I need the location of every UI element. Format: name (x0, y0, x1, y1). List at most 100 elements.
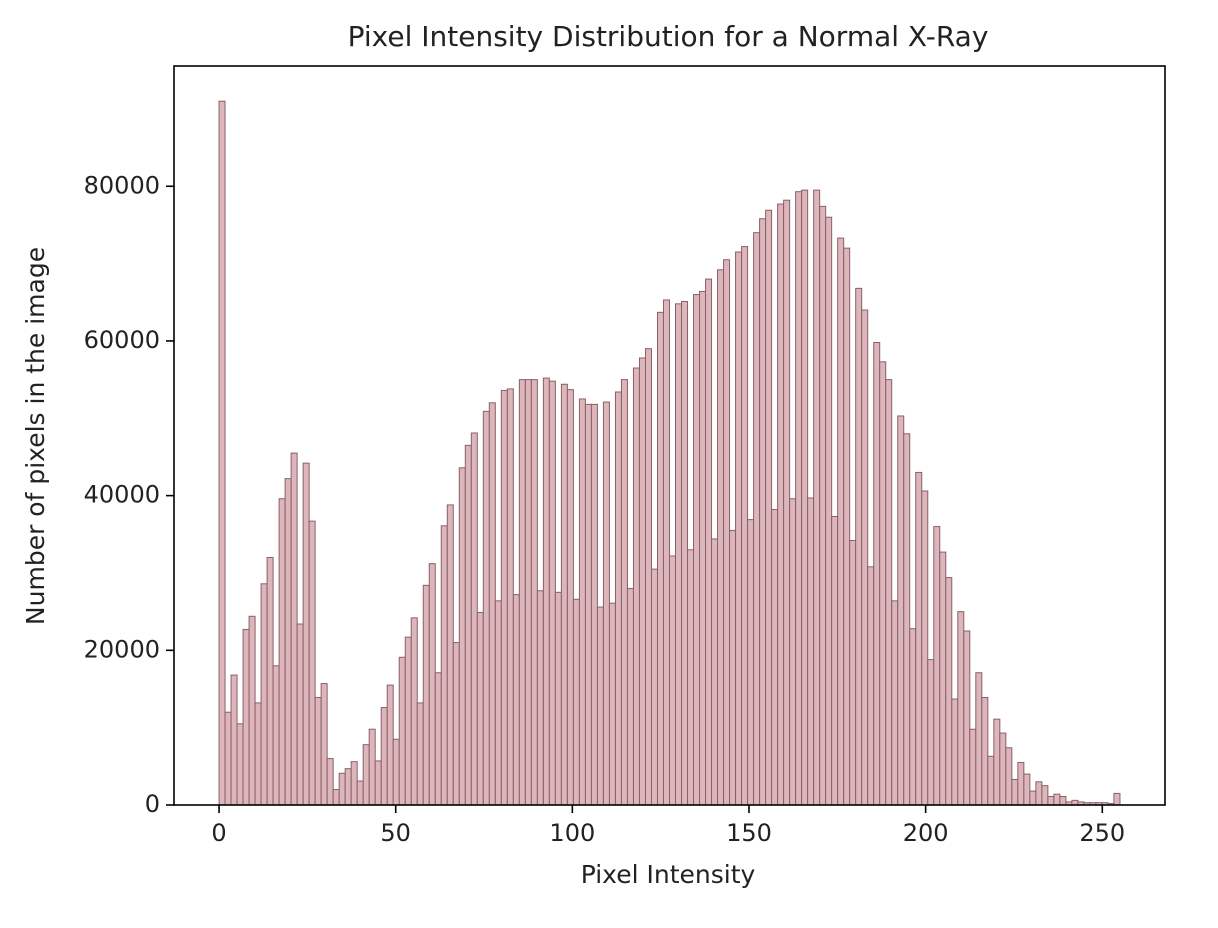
bar (344, 768, 352, 806)
bar (783, 199, 791, 806)
bar (332, 789, 340, 806)
bar (320, 683, 328, 806)
bar (278, 498, 286, 806)
bar (819, 205, 827, 806)
bar (590, 403, 598, 806)
bar (1053, 793, 1061, 806)
bar (518, 379, 526, 806)
bar (891, 600, 899, 806)
y-tick-label: 40000 (84, 481, 160, 509)
bar (224, 711, 232, 806)
bar (494, 600, 502, 806)
x-tick-label: 200 (903, 819, 949, 847)
bar (254, 702, 262, 806)
bar (759, 218, 767, 806)
bar (933, 526, 941, 806)
bar (771, 509, 779, 806)
bar (777, 203, 785, 806)
bar (530, 379, 538, 806)
bar (620, 379, 628, 806)
bar (380, 707, 388, 806)
bar (560, 383, 568, 806)
bar (705, 278, 713, 806)
bar (915, 471, 923, 806)
bar (909, 628, 917, 806)
bar (632, 367, 640, 806)
y-tick-label: 0 (145, 790, 160, 818)
bar (482, 410, 490, 806)
bar (831, 516, 839, 806)
bar (542, 377, 550, 806)
y-axis-label: Number of pixels in the image (21, 247, 50, 625)
bar (699, 290, 707, 806)
bar (476, 611, 484, 806)
bar (470, 432, 478, 806)
bar (753, 232, 761, 806)
bar (284, 478, 292, 806)
bar (879, 361, 887, 806)
bar (464, 444, 472, 806)
bar (885, 379, 893, 806)
bar (711, 538, 719, 806)
bar (861, 309, 869, 806)
bar (428, 563, 436, 806)
bar (897, 415, 905, 806)
bar (963, 630, 971, 806)
bar (548, 380, 556, 806)
bar (993, 718, 1001, 806)
y-tick-label: 20000 (84, 635, 160, 663)
bar (1113, 792, 1121, 806)
bar (921, 490, 929, 806)
bar (1047, 795, 1055, 806)
bar (807, 497, 815, 806)
bar (374, 760, 382, 806)
bar (927, 659, 935, 806)
bar (404, 636, 412, 806)
bar (500, 389, 508, 806)
bar (446, 504, 454, 806)
y-tick-label: 60000 (84, 326, 160, 354)
bar (290, 452, 298, 806)
bar (422, 584, 430, 806)
bar (566, 389, 574, 806)
bar (981, 696, 989, 806)
x-tick-label: 50 (380, 819, 411, 847)
bar (789, 498, 797, 806)
bar (392, 738, 400, 806)
bar (795, 191, 803, 806)
bar (506, 388, 514, 806)
bar (681, 301, 689, 806)
bar (717, 269, 725, 806)
bar (536, 590, 544, 806)
bar (218, 100, 226, 806)
bar (602, 401, 610, 806)
bar (650, 568, 658, 806)
bar (867, 566, 875, 806)
bar (452, 642, 460, 806)
bar (440, 525, 448, 806)
bar (1059, 795, 1067, 806)
bar (945, 577, 953, 806)
bar (272, 665, 280, 806)
bar (1017, 761, 1025, 806)
bar (260, 583, 268, 806)
bar (957, 611, 965, 806)
bar (1041, 785, 1049, 806)
bar (230, 674, 238, 806)
bar (747, 519, 755, 806)
bar (644, 348, 652, 806)
bar (1023, 773, 1031, 806)
x-axis-label: Pixel Intensity (581, 860, 756, 889)
bar (410, 617, 418, 806)
bar (1029, 790, 1037, 806)
bar (236, 723, 244, 806)
bar (638, 357, 646, 806)
bar (735, 251, 743, 806)
bar (873, 341, 881, 806)
bar (903, 433, 911, 806)
bar (554, 591, 562, 806)
bar (687, 549, 695, 806)
bar (458, 467, 466, 806)
bar (729, 529, 737, 806)
